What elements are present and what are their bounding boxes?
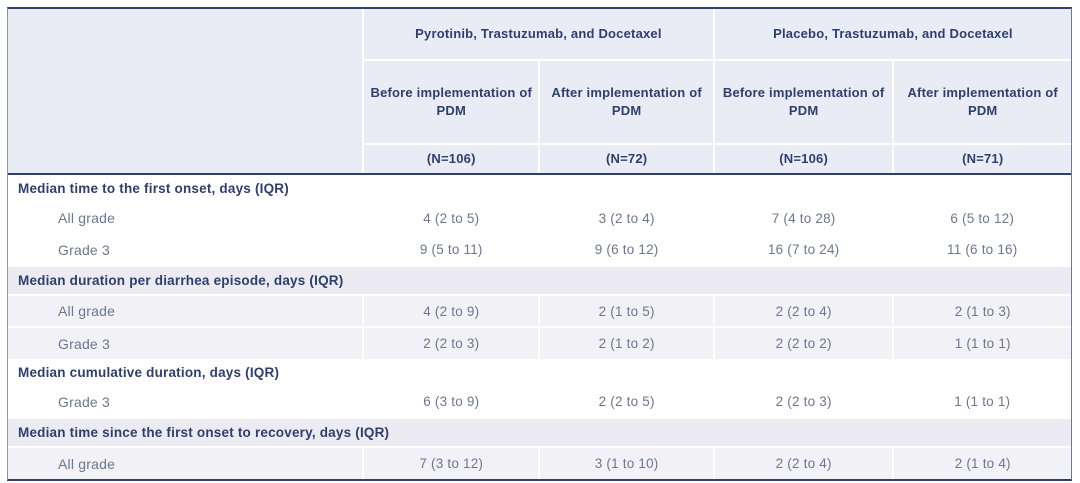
cell-value: 2 (2 to 3) — [713, 386, 894, 418]
cell-value: 2 (1 to 2) — [538, 326, 714, 359]
n-placebo-after: (N=71) — [892, 143, 1071, 173]
cell-value: 3 (2 to 4) — [539, 202, 714, 234]
cell-value: 2 (1 to 4) — [892, 446, 1071, 479]
cell-value: 1 (1 to 1) — [893, 386, 1071, 418]
col-header-placebo-after: After implementation of PDM — [892, 59, 1071, 145]
table-row: All grade 4 (2 to 5) 3 (2 to 4) 7 (4 to 28)… — [8, 202, 1071, 234]
table-body: Median time to the first onset, days (IQ… — [8, 172, 1071, 479]
section-title: Median time to the first onset, days (IQ… — [8, 174, 1071, 202]
cell-value: 2 (2 to 2) — [712, 326, 894, 359]
row-label: Grade 3 — [8, 326, 364, 359]
cell-value: 2 (1 to 5) — [538, 294, 714, 327]
section-title-row: Median duration per diarrhea episode, da… — [8, 265, 1071, 295]
section-title-row: Median time since the first onset to rec… — [8, 417, 1071, 447]
cell-value: 7 (3 to 12) — [362, 446, 540, 479]
cell-value: 6 (5 to 12) — [893, 202, 1071, 234]
group-header-pyrotinib: Pyrotinib, Trastuzumab, and Docetaxel — [362, 9, 715, 61]
row-label: All grade — [8, 446, 364, 479]
table-row: All grade 4 (2 to 9) 2 (1 to 5) 2 (2 to 4) 2… — [8, 294, 1071, 327]
cell-value: 16 (7 to 24) — [713, 234, 894, 266]
col-header-pyrotinib-after: After implementation of PDM — [538, 59, 715, 145]
group-header-placebo: Placebo, Trastuzumab, and Docetaxel — [712, 9, 1071, 61]
col-header-pyrotinib-before: Before implementation of PDM — [362, 59, 541, 145]
cell-value: 9 (5 to 11) — [363, 234, 540, 266]
col-header-placebo-before: Before implementation of PDM — [712, 59, 895, 145]
table-row: All grade 7 (3 to 12) 3 (1 to 10) 2 (2 to 4… — [8, 446, 1071, 479]
cell-value: 1 (1 to 1) — [892, 326, 1071, 359]
section-title: Median time since the first onset to rec… — [8, 417, 1071, 447]
n-placebo-before: (N=106) — [712, 143, 895, 173]
corner-cell — [8, 9, 365, 173]
cell-value: 2 (1 to 3) — [892, 294, 1071, 327]
cell-value: 4 (2 to 9) — [362, 294, 540, 327]
sample-size-header-row: (N=106) (N=72) (N=106) (N=71) — [8, 143, 1071, 173]
cell-value: 3 (1 to 10) — [538, 446, 714, 479]
n-pyrotinib-after: (N=72) — [538, 143, 715, 173]
cell-value: 2 (2 to 5) — [539, 386, 714, 418]
section-title-row: Median cumulative duration, days (IQR) — [8, 359, 1071, 386]
outcomes-table-frame: Pyrotinib, Trastuzumab, and Docetaxel Pl… — [7, 7, 1072, 481]
row-label: All grade — [8, 202, 364, 234]
row-label: All grade — [8, 294, 364, 327]
implementation-header-row: Before implementation of PDM After imple… — [8, 59, 1071, 145]
cell-value: 11 (6 to 16) — [893, 234, 1071, 266]
cell-value: 2 (2 to 4) — [712, 294, 894, 327]
cell-value: 2 (2 to 4) — [712, 446, 894, 479]
diarrhea-outcomes-table: Pyrotinib, Trastuzumab, and Docetaxel Pl… — [8, 9, 1071, 479]
cell-value: 9 (6 to 12) — [539, 234, 714, 266]
cell-value: 4 (2 to 5) — [363, 202, 540, 234]
section-title-row: Median time to the first onset, days (IQ… — [8, 174, 1071, 202]
section-title: Median cumulative duration, days (IQR) — [8, 359, 1071, 386]
cell-value: 6 (3 to 9) — [363, 386, 540, 418]
cell-value: 2 (2 to 3) — [362, 326, 540, 359]
cell-value: 7 (4 to 28) — [713, 202, 894, 234]
row-label: Grade 3 — [8, 234, 364, 266]
n-pyrotinib-before: (N=106) — [362, 143, 541, 173]
row-label: Grade 3 — [8, 386, 364, 418]
section-title: Median duration per diarrhea episode, da… — [8, 265, 1071, 295]
treatment-group-header-row: Pyrotinib, Trastuzumab, and Docetaxel Pl… — [8, 9, 1071, 173]
table-header: Pyrotinib, Trastuzumab, and Docetaxel Pl… — [8, 9, 1071, 173]
